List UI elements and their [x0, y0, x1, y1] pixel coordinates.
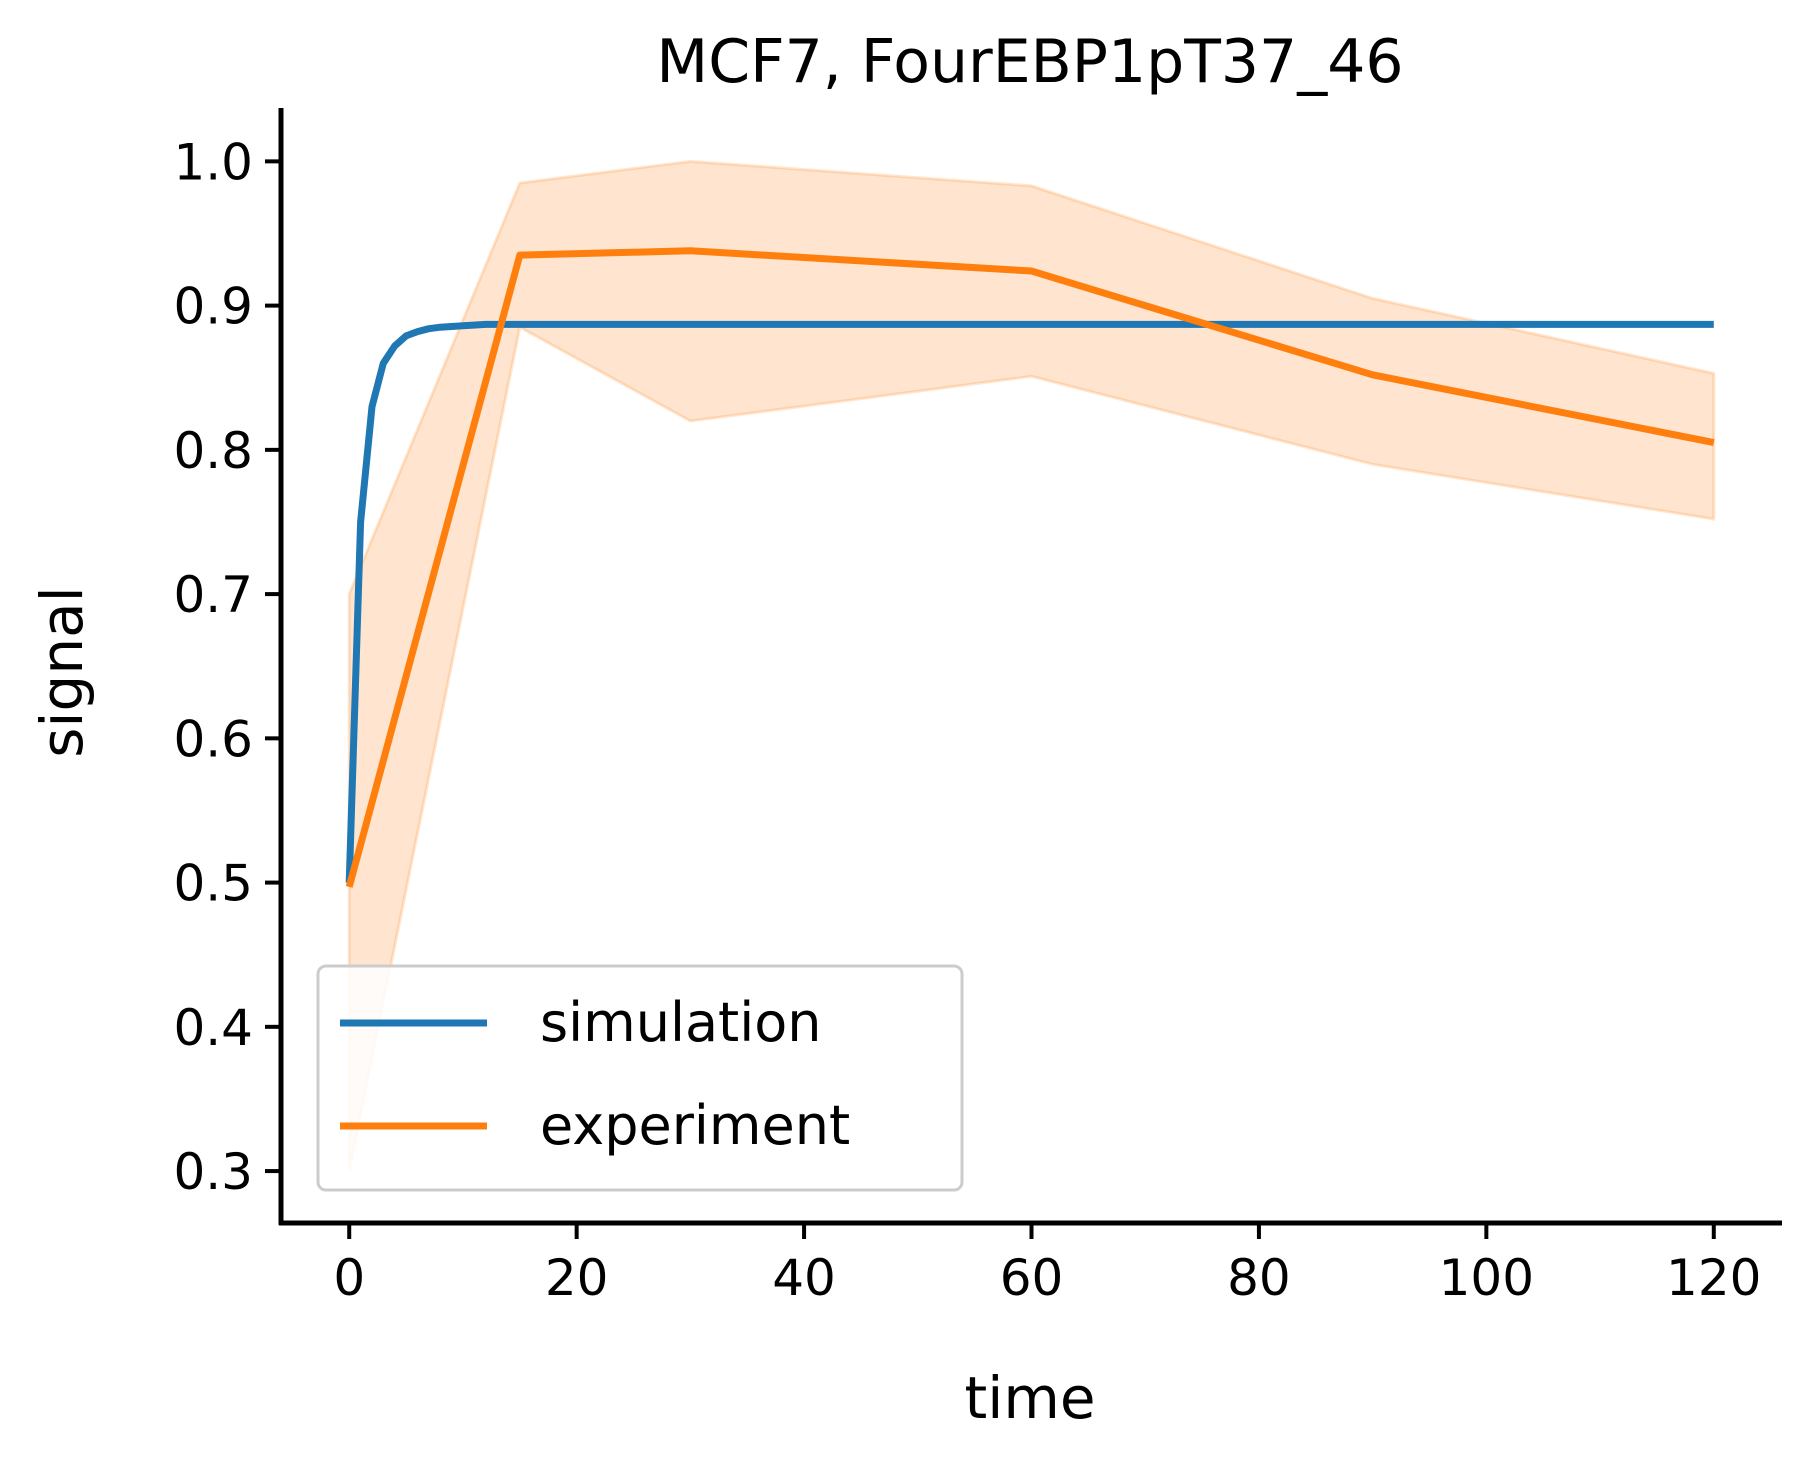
y-ticks: 0.3 0.4 0.5 0.6 0.7 0.8 0.9 1.0: [173, 133, 281, 1201]
x-tick-label: 20: [545, 1249, 609, 1307]
x-axis-title: time: [964, 1364, 1095, 1432]
chart-title: MCF7, FourEBP1pT37_46: [656, 27, 1403, 97]
x-tick-label: 80: [1227, 1249, 1291, 1307]
y-tick-label: 0.7: [173, 566, 253, 624]
y-axis-title: signal: [28, 586, 96, 758]
legend: simulation experiment: [316, 964, 964, 1192]
simulation-line: [345, 320, 1714, 883]
y-tick-label: 0.6: [173, 710, 253, 768]
experiment-line: [345, 247, 1715, 888]
x-ticks: 0 20 40 60 80 100 120: [333, 1223, 1761, 1307]
y-tick-label: 0.8: [173, 422, 253, 480]
x-tick-label: 120: [1666, 1249, 1761, 1307]
x-tick-label: 0: [333, 1249, 365, 1307]
y-tick-label: 0.5: [173, 855, 253, 913]
y-tick-label: 0.9: [173, 278, 253, 336]
x-tick-label: 100: [1439, 1249, 1534, 1307]
y-tick-label: 1.0: [173, 133, 253, 191]
x-tick-label: 60: [1000, 1249, 1064, 1307]
legend-label-simulation: simulation: [540, 991, 822, 1054]
x-tick-label: 40: [772, 1249, 836, 1307]
legend-label-experiment: experiment: [540, 1094, 850, 1157]
y-tick-label: 0.3: [173, 1143, 253, 1201]
y-tick-label: 0.4: [173, 999, 253, 1057]
series-lines: [345, 247, 1715, 888]
